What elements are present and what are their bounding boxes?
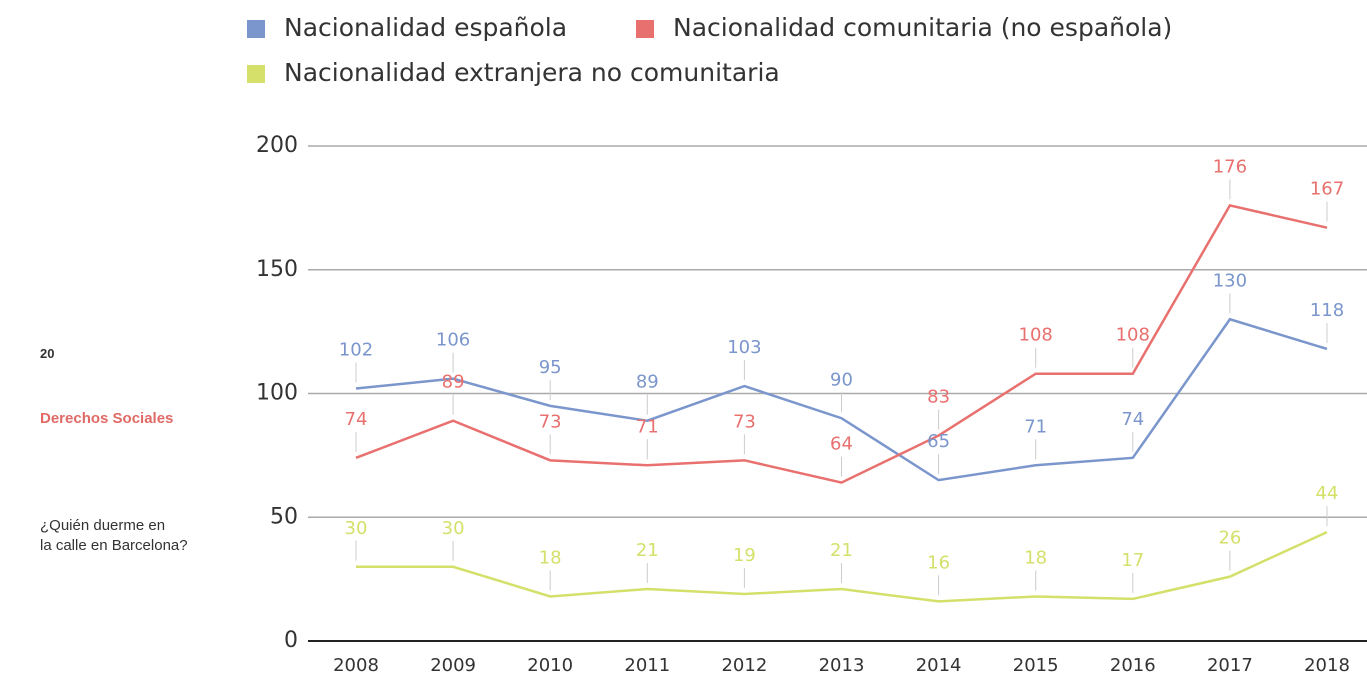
legend-swatch [247,65,265,83]
data-label: 17 [1121,550,1144,571]
data-label: 95 [539,357,562,378]
subtitle: ¿Quién duerme en la calle en Barcelona? [40,516,188,556]
x-tick-label: 2012 [721,655,767,675]
data-label: 167 [1310,179,1344,200]
series-line [356,530,1328,603]
legend-label: Nacionalidad española [284,13,567,42]
data-label: 74 [1121,409,1144,430]
y-tick-label: 150 [256,257,298,282]
data-label: 19 [733,545,756,566]
x-tick-label: 2013 [819,655,865,675]
data-label: 65 [927,431,950,452]
data-label: 18 [1024,547,1047,568]
series-line [355,203,1328,484]
data-label: 71 [1024,416,1047,437]
data-label: 176 [1213,156,1247,177]
data-label: 21 [830,540,853,561]
x-tick-label: 2010 [527,655,573,675]
y-tick-label: 50 [270,504,298,529]
x-tick-label: 2014 [916,655,962,675]
legend-label: Nacionalidad comunitaria (no española) [673,13,1172,42]
y-tick-label: 200 [256,133,298,158]
x-tick-label: 2011 [624,655,670,675]
data-label: 16 [927,552,950,573]
data-label: 89 [442,372,465,393]
y-tick-label: 0 [284,628,298,653]
data-label: 108 [1116,325,1150,346]
data-label: 90 [830,369,853,390]
data-label: 64 [830,434,853,455]
data-label: 83 [927,387,950,408]
data-label: 73 [733,411,756,432]
x-tick-label: 2015 [1013,655,1059,675]
series-line [355,317,1328,482]
legend-swatch [247,20,265,38]
y-tick-label: 100 [256,381,298,406]
data-label: 26 [1218,528,1241,549]
data-label: 130 [1213,270,1247,291]
legend-swatch [636,20,654,38]
data-label: 108 [1019,325,1053,346]
data-label: 118 [1310,300,1344,321]
subtitle-line: ¿Quién duerme en [40,517,166,534]
data-label: 102 [339,340,373,361]
x-tick-label: 2017 [1207,655,1253,675]
data-label: 18 [539,547,562,568]
x-tick-label: 2008 [333,655,379,675]
data-label: 74 [345,409,368,430]
data-label: 30 [345,518,368,539]
data-label: 30 [442,518,465,539]
data-label: 106 [436,330,470,351]
data-label: 44 [1316,483,1339,504]
data-label: 73 [539,411,562,432]
legend-label: Nacionalidad extranjera no comunitaria [284,58,780,87]
x-tick-label: 2018 [1304,655,1350,675]
x-tick-label: 2009 [430,655,476,675]
page-number: 20 [40,346,55,361]
subtitle-line: la calle en Barcelona? [40,537,188,554]
data-label: 71 [636,416,659,437]
data-label: 103 [727,337,761,358]
data-label: 21 [636,540,659,561]
section-title: Derechos Sociales [40,410,174,427]
x-tick-label: 2016 [1110,655,1156,675]
data-label: 89 [636,372,659,393]
